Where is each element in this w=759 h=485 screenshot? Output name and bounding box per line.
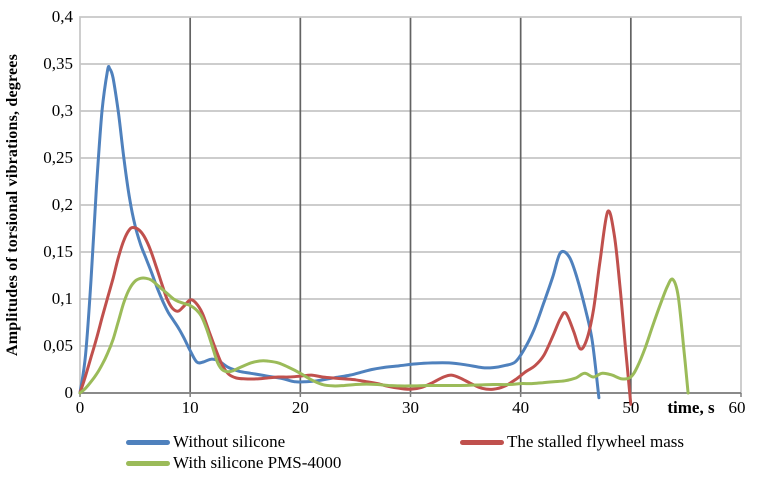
x-axis-title: time, s	[667, 398, 715, 417]
x-tick-label: 60	[728, 398, 746, 417]
series-line-1	[78, 209, 633, 406]
x-tick-label: 50	[622, 398, 640, 417]
y-tick-label: 0,15	[43, 242, 73, 261]
x-tick-label: 30	[402, 398, 419, 417]
legend-label: With silicone PMS-4000	[173, 453, 342, 472]
series-line-2	[78, 276, 690, 395]
x-tick-label: 0	[75, 398, 85, 417]
legend-label: The stalled flywheel mass	[507, 432, 685, 451]
y-tick-label: 0,3	[51, 101, 73, 120]
legend-line-marker-green	[126, 460, 170, 466]
y-tick-label: 0,2	[51, 195, 73, 214]
legend-item-with-silicone: With silicone PMS-4000	[126, 454, 341, 472]
legend-line-marker-red	[460, 439, 504, 445]
legend-item-without-silicone: Without silicone	[126, 433, 285, 451]
y-tick-label: 0,25	[43, 148, 73, 167]
y-tick-label: 0	[64, 383, 74, 402]
x-tick-label: 10	[181, 398, 199, 417]
legend-item-stalled-flywheel: The stalled flywheel mass	[460, 433, 684, 451]
x-tick-label: 40	[512, 398, 530, 417]
y-tick-label: 0,4	[51, 7, 73, 26]
legend-label: Without silicone	[173, 432, 286, 451]
y-tick-label: 0,35	[43, 54, 73, 73]
legend-line-marker-blue	[126, 439, 170, 445]
series-line-0	[78, 65, 601, 400]
x-tick-label: 20	[291, 398, 309, 417]
y-tick-label: 0,1	[51, 289, 73, 308]
y-tick-label: 0,05	[43, 336, 73, 355]
